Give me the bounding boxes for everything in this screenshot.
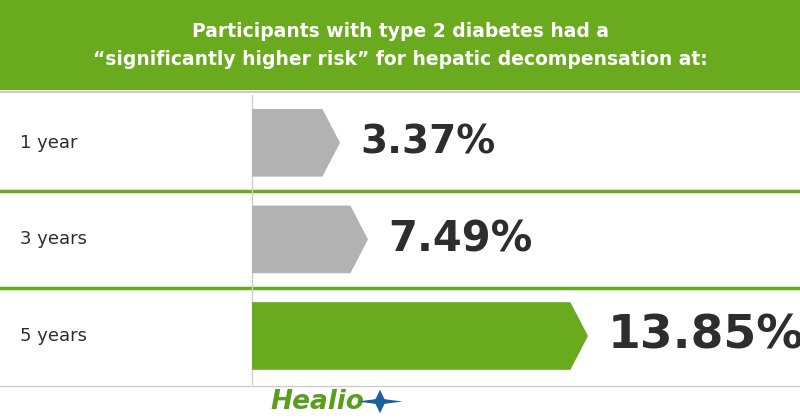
Text: 7.49%: 7.49% [388, 218, 532, 260]
Polygon shape [252, 302, 588, 370]
Text: “significantly higher risk” for hepatic decompensation at:: “significantly higher risk” for hepatic … [93, 50, 707, 68]
Polygon shape [252, 109, 340, 176]
Text: Healio: Healio [270, 389, 364, 415]
Text: 3.37%: 3.37% [360, 124, 495, 162]
Text: 3 years: 3 years [20, 231, 87, 248]
Polygon shape [367, 395, 393, 408]
Polygon shape [358, 390, 402, 413]
FancyBboxPatch shape [0, 0, 800, 90]
Text: 1 year: 1 year [20, 134, 78, 152]
Text: 13.85%: 13.85% [608, 313, 800, 359]
Polygon shape [252, 205, 368, 273]
Text: Participants with type 2 diabetes had a: Participants with type 2 diabetes had a [191, 22, 609, 41]
Text: 5 years: 5 years [20, 327, 87, 345]
